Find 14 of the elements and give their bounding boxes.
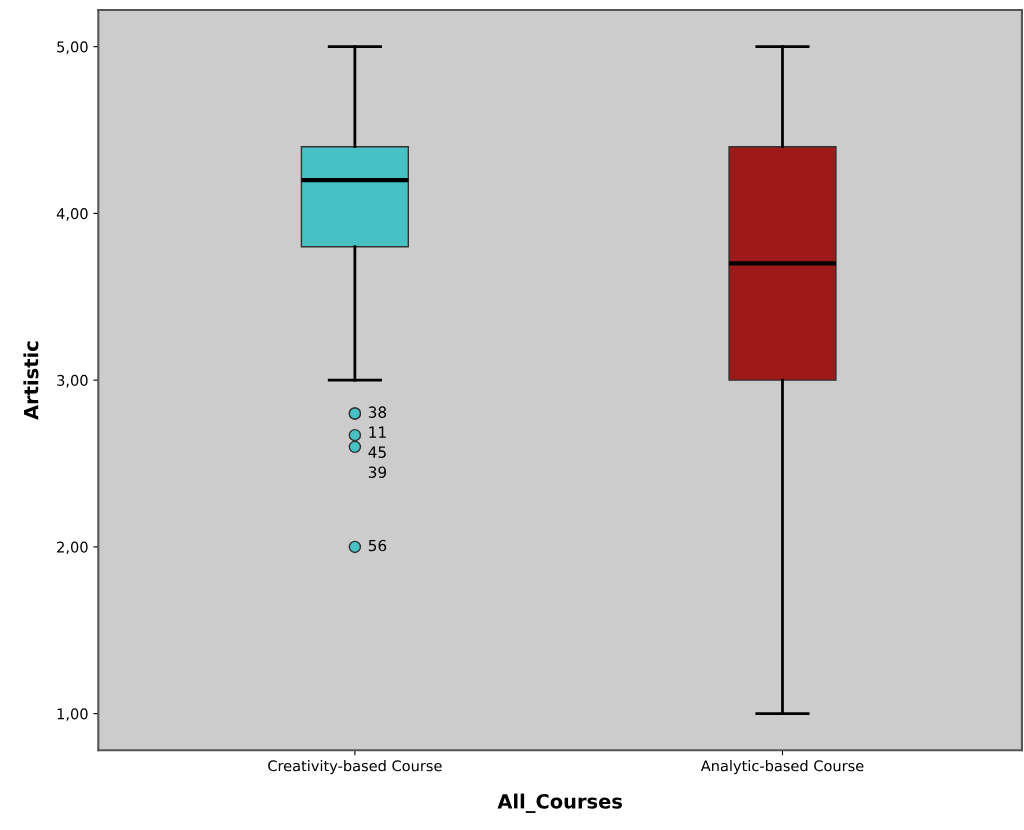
- x-tick-label: Creativity-based Course: [268, 760, 442, 775]
- y-tick-label: 1,00: [57, 708, 88, 721]
- annotation: 38: [368, 406, 387, 418]
- y-tick-label: 3,00: [57, 374, 88, 388]
- y-tick-label: 2,00: [57, 541, 88, 555]
- x-tick-label: Analytic-based Course: [700, 760, 864, 775]
- x-axis-title: All_Courses: [497, 793, 622, 813]
- annotation: 39: [368, 466, 387, 478]
- y-axis-title: Artistic: [23, 341, 39, 420]
- y-tick-label: 4,00: [56, 208, 88, 221]
- annotation: 56: [368, 539, 387, 552]
- annotation: 45: [368, 446, 386, 458]
- annotation: 11: [369, 426, 386, 438]
- y-tick-label: 5,00: [57, 41, 88, 54]
